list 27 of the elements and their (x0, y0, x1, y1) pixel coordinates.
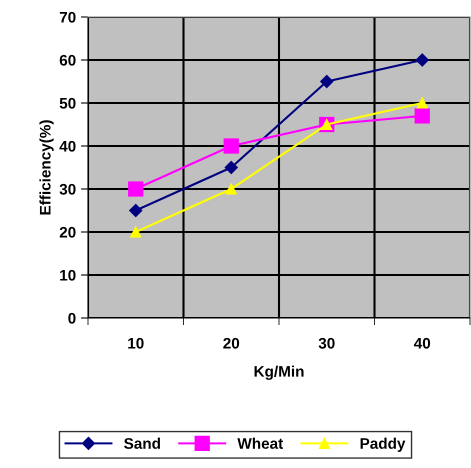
point (129, 204, 142, 218)
point (416, 97, 428, 109)
y-tick-label: 20 (60, 226, 76, 238)
point (224, 160, 238, 174)
point (320, 74, 334, 88)
point (414, 108, 430, 124)
point (130, 226, 142, 238)
x-tick-label: 10 (128, 338, 144, 349)
legend-label: Paddy (360, 438, 406, 452)
y-tick-label: 50 (60, 98, 76, 109)
y-axis-title: Efficiency(%) (39, 120, 54, 214)
legend-label: Wheat (237, 438, 284, 449)
legend-label: Sand (124, 438, 160, 449)
x-axis-title: Kg/Min (254, 366, 304, 380)
y-tick-label: 40 (59, 140, 76, 152)
y-tick-label: 30 (60, 184, 76, 195)
point (416, 53, 429, 67)
y-tick-label: 60 (60, 54, 76, 66)
y-tick-label: 10 (60, 270, 76, 281)
point (128, 181, 144, 197)
x-tick-label: 40 (414, 338, 430, 349)
point (226, 183, 237, 195)
x-tick-label: 30 (318, 338, 335, 349)
y-tick-label: 0 (68, 312, 76, 324)
point (224, 138, 239, 154)
y-tick-label: 70 (60, 12, 76, 23)
x-tick-label: 20 (223, 338, 240, 349)
